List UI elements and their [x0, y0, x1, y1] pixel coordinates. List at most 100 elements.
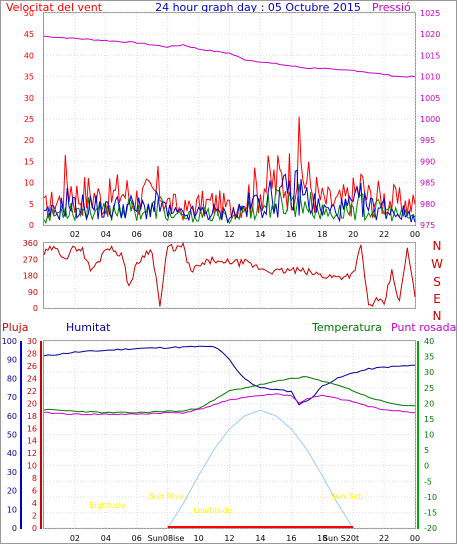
temperature-y-tick: 15: [424, 415, 434, 424]
direction-y-tick: 90: [28, 288, 38, 297]
humidity-y-tick: 100: [2, 337, 17, 346]
temperature-y-tick: -20: [424, 524, 437, 533]
compass-label: N: [433, 309, 442, 323]
humidity-y-tick: 40: [7, 449, 17, 458]
temp-series: [43, 345, 416, 529]
wind-x-tick: 02: [70, 230, 80, 239]
rain-y-tick: 26: [27, 362, 37, 371]
direction-grid: [44, 242, 416, 309]
temperature-y-tick: 0: [424, 462, 429, 471]
temp-x-tick: 22: [379, 534, 389, 543]
pressure-label: Pressió: [372, 1, 411, 14]
wind-gust-line: [43, 183, 416, 225]
wind-x-tick: 14: [255, 230, 265, 239]
temperature-y-tick: 20: [424, 399, 434, 408]
humidity-y-tick: 70: [7, 393, 17, 402]
compass-label: S: [433, 275, 441, 289]
wind-y-tick: 50: [24, 9, 34, 18]
rain-y-tick: 24: [27, 374, 37, 383]
wind-speed-label: Velocitat del vent: [6, 1, 103, 14]
temperature-y-tick: -5: [424, 477, 432, 486]
rain-y-tick: 22: [27, 387, 37, 396]
direction-y-tick: 180: [23, 272, 38, 281]
wind-x-tick: 12: [224, 230, 234, 239]
temp-x-tick: 04: [101, 534, 111, 543]
wind-x-tick: 22: [379, 230, 389, 239]
temp-grid: [44, 340, 416, 529]
rain-y-tick: 2: [32, 512, 37, 521]
temp-x-tick: 06: [132, 534, 142, 543]
wind-direction-line: [43, 241, 416, 307]
direction-panel-frame: [43, 242, 416, 309]
direction-y-tick: 270: [23, 255, 38, 264]
sun-rise-tick-label: Sun08ise: [148, 534, 185, 543]
sun-rise-label: Sun Rise: [149, 492, 184, 501]
temperature-y-tick: 25: [424, 384, 434, 393]
wind-x-tick: 06: [132, 230, 142, 239]
wind-x-tick: 20: [348, 230, 358, 239]
humidity-y-axis: 0 10 20 30 40 50 60 70 80 90 100: [2, 337, 17, 533]
sun-elevation-curve: [167, 409, 353, 529]
wind-x-tick: 16: [286, 230, 296, 239]
direction-y-tick: 0: [33, 304, 38, 313]
humidity-y-tick: 90: [7, 356, 17, 365]
pressure-y-tick: 1015: [420, 51, 440, 60]
humidity-y-tick: 50: [7, 431, 17, 440]
direction-y-axis: 0 90 180 270 360: [23, 239, 38, 313]
temp-x-tick: 18: [317, 534, 327, 543]
rain-y-tick: 28: [27, 349, 37, 358]
sun-set-tick-label: Sun S20t: [323, 534, 359, 543]
wind-y-tick: 10: [24, 179, 34, 188]
temp-x-tick: 16: [286, 534, 296, 543]
temp-x-tick: 14: [255, 534, 265, 543]
pressure-y-tick: 985: [420, 179, 435, 188]
temp-x-tick: 00: [410, 534, 420, 543]
wind-x-axis: 02 04 06 08 10 12 14 16 18 20 22 00: [70, 230, 420, 239]
temperature-y-tick: -15: [424, 508, 437, 517]
temperature-y-tick: -10: [424, 493, 437, 502]
pressure-y-tick: 980: [420, 200, 435, 209]
wind-y-tick: 30: [24, 94, 34, 103]
humidity-y-tick: 30: [7, 468, 17, 477]
humidity-y-tick: 60: [7, 412, 17, 421]
compass-label: N: [433, 239, 442, 253]
rain-y-tick: 18: [27, 412, 37, 421]
temperature-label: Temperatura: [311, 321, 382, 334]
temperature-y-tick: 5: [424, 446, 429, 455]
wind-y-tick: 20: [24, 136, 34, 145]
humidity-y-tick: 80: [7, 374, 17, 383]
wind-y-tick: 25: [24, 115, 34, 124]
temperature-y-axis: -20 -15 -10 -5 0 5 10 15 20 25 30 35 40: [424, 337, 437, 533]
temp-x-tick: 10: [193, 534, 203, 543]
temp-x-axis: 02 04 06 10 12 14 16 18 22 00: [70, 534, 420, 543]
rain-y-tick: 4: [32, 499, 37, 508]
direction-y-tick: 360: [23, 239, 38, 248]
rain-y-tick: 0: [32, 524, 37, 533]
pressure-line: [43, 35, 416, 78]
dewpoint-line: [44, 393, 416, 416]
chart-title: 24 hour graph day : 05 Octubre 2015: [155, 1, 361, 14]
temperature-y-tick: 30: [424, 368, 434, 377]
pressure-y-tick: 1020: [420, 30, 440, 39]
wind-y-tick: 40: [24, 51, 34, 60]
pressure-y-tick: 1010: [420, 73, 440, 82]
rain-y-tick: 12: [27, 449, 37, 458]
wind-y-tick: 35: [24, 73, 34, 82]
rain-y-tick: 6: [32, 487, 37, 496]
rain-y-tick: 14: [27, 437, 37, 446]
humidity-label: Humitat: [66, 321, 111, 334]
direction-series: [43, 241, 416, 307]
dewpoint-label: Punt rosada: [391, 321, 456, 334]
lowtitude-label: Lowtitude: [193, 506, 232, 515]
rain-y-tick: 10: [27, 462, 37, 471]
wind-series: [43, 35, 416, 225]
pressure-y-tick: 995: [420, 136, 435, 145]
humidity-y-tick: 10: [7, 505, 17, 514]
humidity-line: [43, 345, 415, 406]
pressure-y-tick: 1000: [420, 115, 440, 124]
pressure-y-tick: 975: [420, 221, 435, 230]
pressure-y-axis: 975 980 985 990 995 1000 1005 1010 1015 1020 1025: [420, 9, 440, 230]
